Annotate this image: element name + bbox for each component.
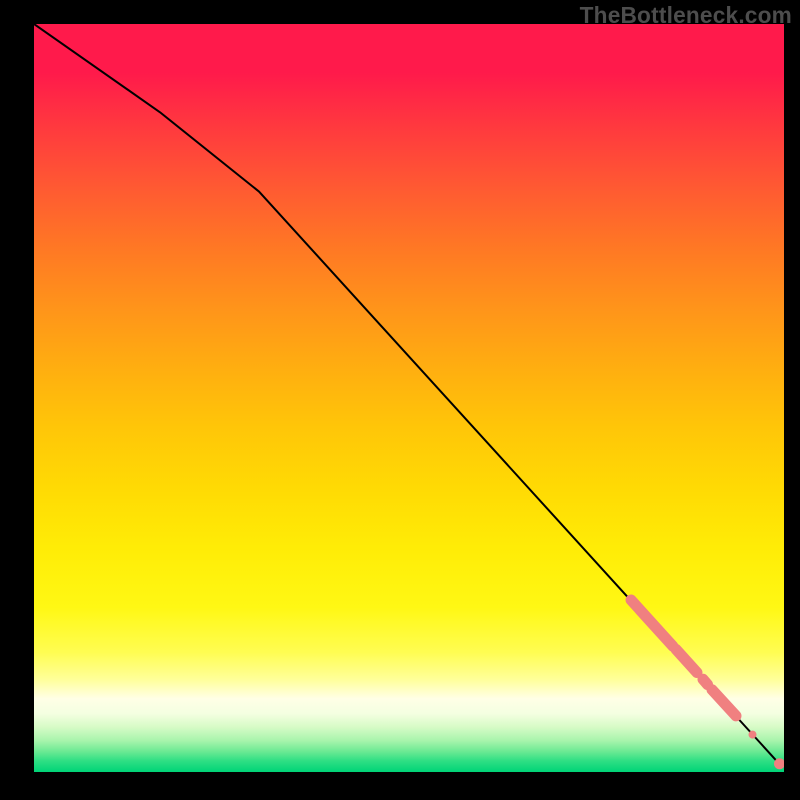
chart-svg bbox=[34, 24, 784, 784]
chart-stage: TheBottleneck.com bbox=[0, 0, 800, 800]
plot-area bbox=[34, 24, 784, 784]
marker-segment bbox=[703, 679, 708, 684]
gradient-background bbox=[34, 24, 784, 772]
marker-point bbox=[749, 731, 757, 739]
